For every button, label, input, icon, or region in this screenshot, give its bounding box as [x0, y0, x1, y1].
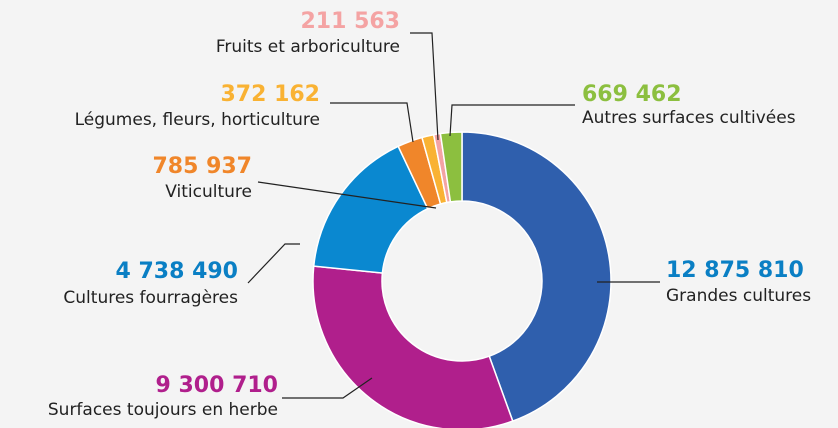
category-label: Autres surfaces cultivées — [582, 108, 796, 128]
leader-line — [410, 32, 439, 141]
value-label: 211 563 — [300, 9, 400, 34]
value-label: 12 875 810 — [666, 258, 804, 283]
leader-line — [257, 181, 437, 209]
leader-line — [282, 377, 373, 399]
value-label: 9 300 710 — [156, 373, 278, 398]
category-label: Grandes cultures — [666, 286, 811, 306]
leader-line — [449, 104, 575, 137]
category-label: Cultures fourragères — [63, 288, 238, 308]
category-label: Surfaces toujours en herbe — [48, 400, 278, 420]
donut-segment — [439, 131, 463, 203]
donut-segment — [312, 265, 514, 428]
value-label: 4 738 490 — [116, 259, 238, 284]
category-label: Légumes, fleurs, horticulture — [75, 110, 320, 130]
leader-line — [247, 243, 300, 284]
category-label: Viticulture — [165, 182, 252, 202]
value-label: 669 462 — [582, 82, 682, 107]
value-label: 372 162 — [220, 82, 320, 107]
value-label: 785 937 — [152, 154, 252, 179]
category-label: Fruits et arboriculture — [216, 37, 400, 57]
leader-line — [330, 102, 414, 143]
donut-segment — [461, 131, 612, 423]
